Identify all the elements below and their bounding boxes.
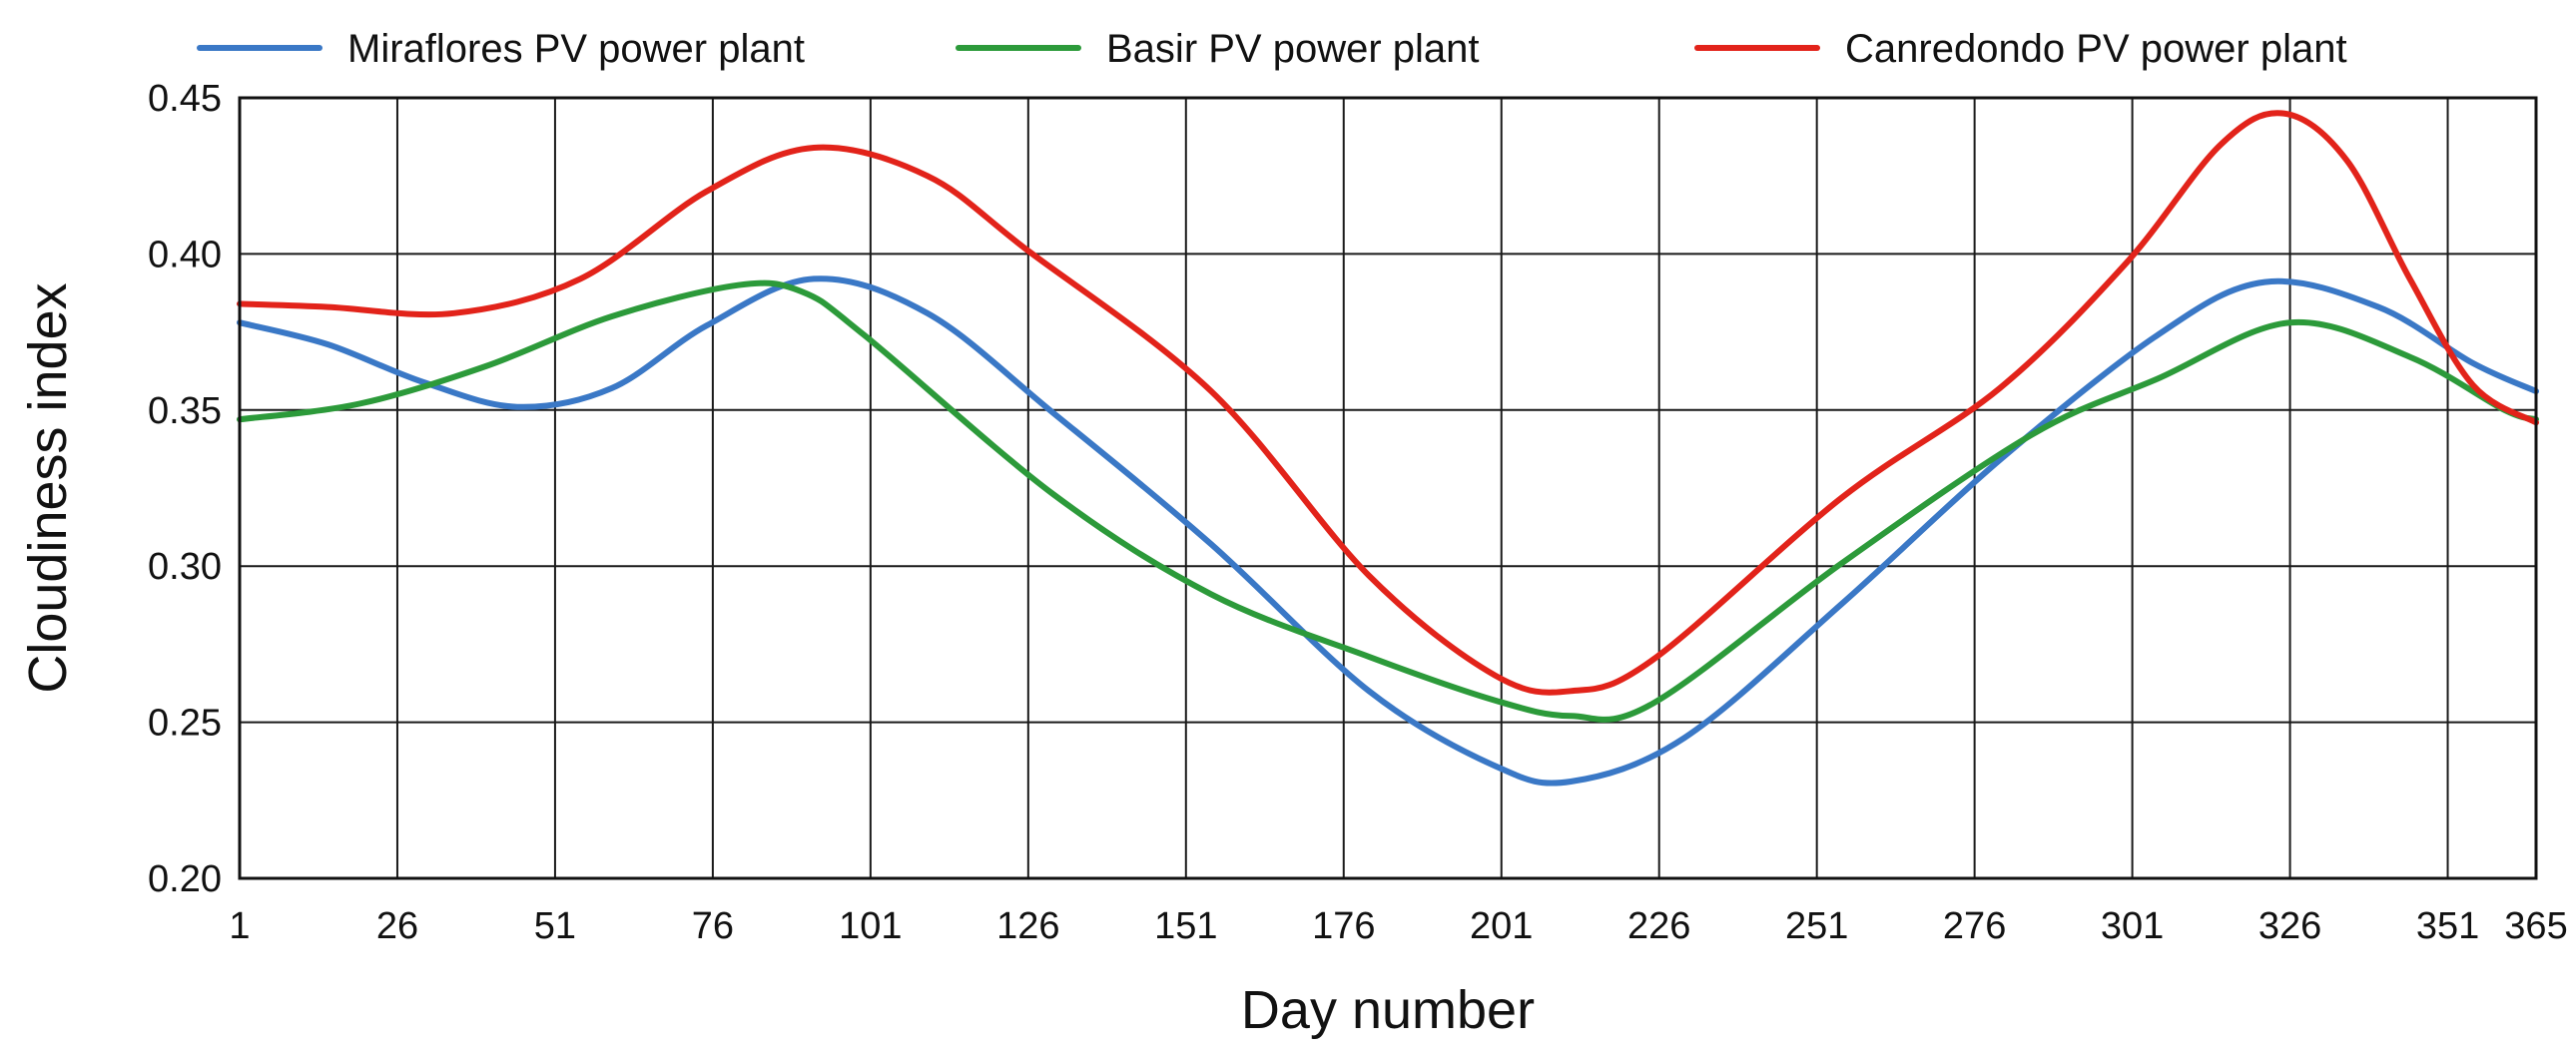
y-tick-label: 0.35 [148, 390, 222, 432]
x-tick-label: 226 [1627, 905, 1690, 947]
plot-frame [238, 96, 2538, 880]
series-line-basir [237, 279, 2539, 723]
legend-item-basir: Basir PV power plant [956, 27, 1480, 71]
y-tick-labels: 0.20 0.25 0.30 0.35 0.40 0.45 [148, 78, 222, 900]
legend-item-canredondo: Canredondo PV power plant [1694, 27, 2347, 71]
legend: Miraflores PV power plant Basir PV power… [197, 27, 2347, 71]
x-tick-label: 351 [2416, 905, 2479, 947]
legend-item-miraflores: Miraflores PV power plant [197, 27, 805, 71]
y-tick-label: 0.40 [148, 234, 222, 275]
y-axis-title: Cloudiness index [18, 282, 78, 693]
y-tick-label: 0.20 [148, 858, 222, 900]
x-tick-label: 76 [692, 905, 734, 947]
x-tick-label: 326 [2258, 905, 2321, 947]
x-tick-label: 301 [2101, 905, 2164, 947]
series-lines [237, 110, 2539, 787]
x-tick-label: 276 [1943, 905, 2006, 947]
x-tick-label: 26 [376, 905, 418, 947]
y-tick-label: 0.45 [148, 78, 222, 120]
legend-label-miraflores: Miraflores PV power plant [347, 27, 805, 71]
x-tick-label: 365 [2504, 905, 2567, 947]
grid-lines [240, 98, 2536, 878]
series-line-miraflores [237, 275, 2539, 787]
x-axis-title: Day number [1241, 980, 1535, 1040]
x-tick-label: 51 [534, 905, 576, 947]
x-tick-label: 251 [1785, 905, 1848, 947]
y-tick-label: 0.30 [148, 546, 222, 588]
series-line-canredondo [237, 110, 2539, 696]
x-tick-label: 201 [1470, 905, 1533, 947]
x-tick-label: 1 [229, 905, 250, 947]
x-tick-label: 151 [1154, 905, 1217, 947]
y-tick-label: 0.25 [148, 703, 222, 745]
legend-label-canredondo: Canredondo PV power plant [1845, 27, 2347, 71]
x-tick-label: 176 [1312, 905, 1375, 947]
legend-label-basir: Basir PV power plant [1106, 27, 1480, 71]
x-tick-label: 101 [839, 905, 902, 947]
x-tick-label: 126 [996, 905, 1059, 947]
x-tick-labels: 1 26 51 76 101 126 151 176 201 226 251 276 301 326 351… [229, 905, 2567, 947]
